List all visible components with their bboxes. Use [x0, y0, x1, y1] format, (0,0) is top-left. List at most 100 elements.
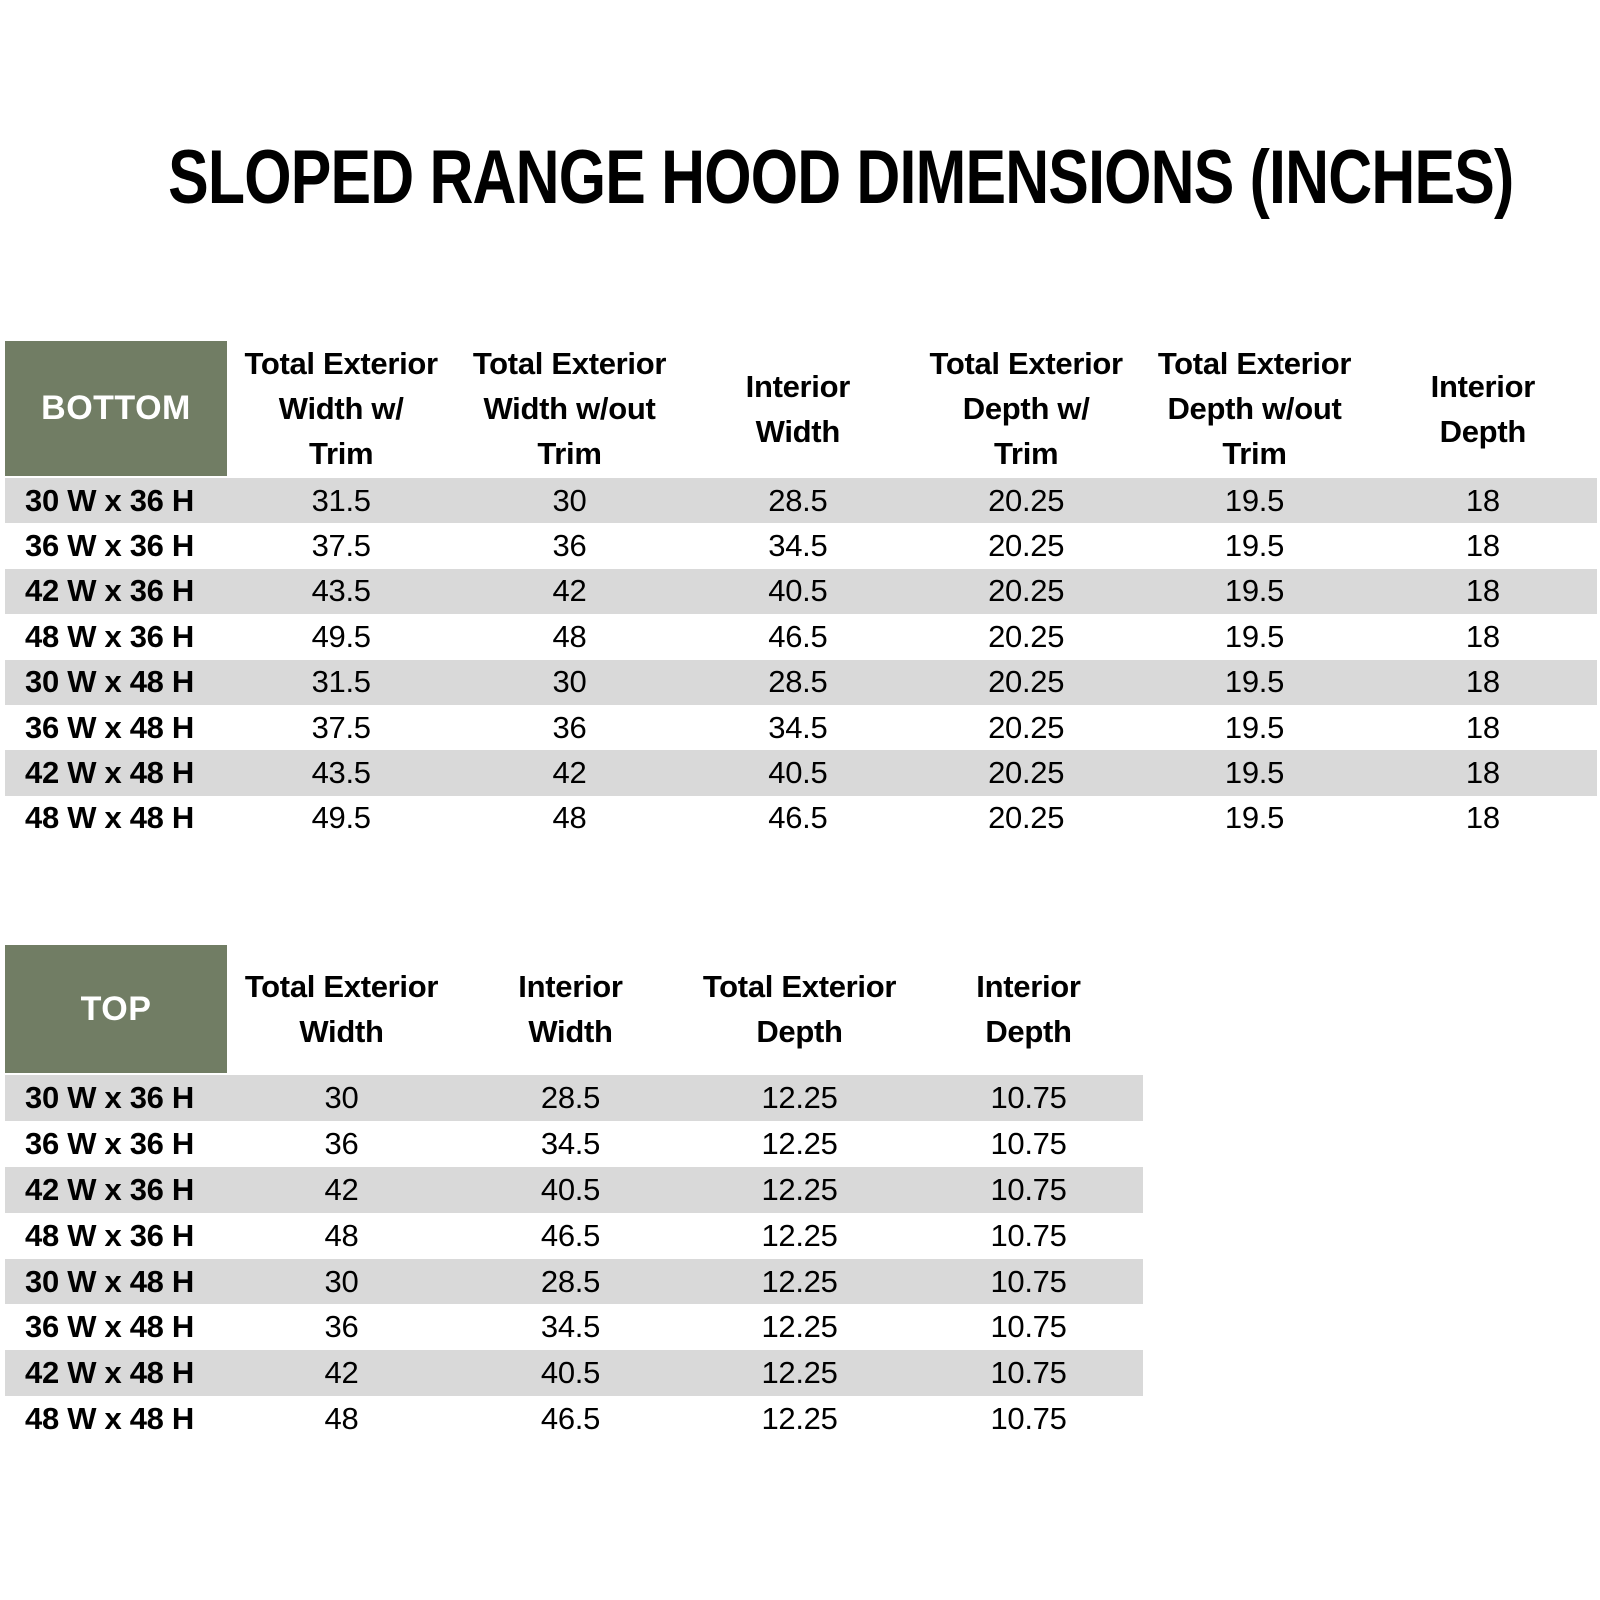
cell-value: 43.5: [311, 573, 371, 609]
row-label: 30 W x 48 H: [25, 1263, 195, 1299]
row-label: 36 W x 48 H: [25, 709, 195, 745]
cell-value: 36: [552, 528, 587, 564]
cell-value: 10.75: [990, 1355, 1067, 1391]
cell-value: 19.5: [1224, 755, 1285, 791]
cell-value: 19.5: [1224, 528, 1285, 564]
cell-value: 42: [324, 1171, 359, 1207]
cell-value: 37.5: [311, 709, 371, 745]
table-row: 48 W x 36 H 49.5 48 46.5 20.25 19.5 18: [5, 614, 1597, 659]
row-label: 30 W x 36 H: [25, 482, 195, 518]
page-title: SLOPED RANGE HOOD DIMENSIONS (INCHES): [168, 135, 1514, 220]
cell-value: 30: [552, 482, 587, 518]
cell-value: 49.5: [311, 800, 371, 836]
table-row: 30 W x 48 H 31.5 30 28.5 20.25 19.5 18: [5, 659, 1597, 705]
cell-value: 30: [324, 1263, 359, 1299]
bottom-table-corner-label: BOTTOM: [5, 341, 227, 476]
cell-value: 12.25: [761, 1401, 838, 1437]
cell-value: 19.5: [1224, 664, 1285, 700]
cell-value: 20.25: [988, 528, 1065, 564]
row-label: 36 W x 36 H: [25, 528, 195, 564]
table-row: 48 W x 36 H 48 46.5 12.25 10.75: [5, 1213, 1143, 1259]
row-label: 42 W x 36 H: [25, 1171, 195, 1207]
cell-value: 12.25: [761, 1079, 838, 1115]
row-label: 30 W x 48 H: [25, 664, 195, 700]
cell-value: 46.5: [768, 618, 828, 654]
cell-value: 19.5: [1224, 482, 1285, 518]
cell-value: 40.5: [540, 1171, 601, 1207]
cell-value: 40.5: [540, 1355, 601, 1391]
table-row: 42 W x 36 H 42 40.5 12.25 10.75: [5, 1166, 1143, 1213]
column-header: Interior Width: [745, 368, 851, 449]
cell-value: 10.75: [990, 1263, 1067, 1299]
cell-value: 36: [552, 709, 587, 745]
cell-value: 10.75: [990, 1217, 1067, 1253]
table-row: 36 W x 36 H 37.5 36 34.5 20.25 19.5 18: [5, 523, 1597, 568]
column-header: Interior Depth: [1430, 368, 1536, 449]
bottom-dimensions-table: BOTTOM Total Exterior Width w/ Trim Total …: [5, 341, 1597, 841]
column-header: Interior Depth: [976, 969, 1081, 1049]
cell-value: 46.5: [540, 1401, 601, 1437]
row-label: 36 W x 48 H: [25, 1309, 195, 1345]
cell-value: 20.25: [988, 482, 1065, 518]
column-header: Interior Width: [518, 969, 623, 1049]
row-label: 42 W x 36 H: [25, 573, 195, 609]
cell-value: 28.5: [540, 1263, 601, 1299]
table-row: 48 W x 48 H 48 46.5 12.25 10.75: [5, 1396, 1143, 1442]
table-row: 36 W x 48 H 37.5 36 34.5 20.25 19.5 18: [5, 705, 1597, 750]
cell-value: 43.5: [311, 755, 371, 791]
cell-value: 10.75: [990, 1401, 1067, 1437]
row-label: 36 W x 36 H: [25, 1125, 195, 1161]
top-table-body: 30 W x 36 H 30 28.5 12.25 10.75 36 W x 36 H 36…: [5, 1075, 1143, 1442]
column-header: Total Exterior Depth w/out Trim: [1157, 346, 1352, 471]
cell-value: 36: [324, 1309, 359, 1345]
column-header: Total Exterior Width w/out Trim: [472, 346, 667, 471]
cell-value: 12.25: [761, 1309, 838, 1345]
column-header: Total Exterior Depth: [702, 969, 897, 1049]
cell-value: 48: [552, 618, 587, 654]
top-dimensions-table: TOP Total Exterior Width Interior Width Tot…: [5, 945, 1143, 1442]
table-row: 36 W x 36 H 36 34.5 12.25 10.75: [5, 1121, 1143, 1167]
cell-value: 18: [1465, 528, 1500, 564]
cell-value: 31.5: [311, 482, 371, 518]
cell-value: 48: [324, 1401, 359, 1437]
row-label: 42 W x 48 H: [25, 1355, 195, 1391]
row-label: 30 W x 36 H: [25, 1079, 195, 1115]
cell-value: 31.5: [311, 664, 371, 700]
table-row: 42 W x 36 H 43.5 42 40.5 20.25 19.5 18: [5, 568, 1597, 615]
cell-value: 46.5: [768, 800, 828, 836]
cell-value: 49.5: [311, 618, 371, 654]
cell-value: 10.75: [990, 1079, 1067, 1115]
bottom-table-body: 30 W x 36 H 31.5 30 28.5 20.25 19.5 18 36 W x 3…: [5, 478, 1597, 841]
table-row: 42 W x 48 H 43.5 42 40.5 20.25 19.5 18: [5, 750, 1597, 796]
table-row: 42 W x 48 H 42 40.5 12.25 10.75: [5, 1350, 1143, 1397]
row-label: 48 W x 36 H: [25, 1217, 195, 1253]
column-header: Total Exterior Width: [244, 969, 439, 1049]
top-table-header-row: TOP Total Exterior Width Interior Width Tot…: [5, 945, 1143, 1073]
cell-value: 12.25: [761, 1263, 838, 1299]
table-row: 30 W x 36 H 31.5 30 28.5 20.25 19.5 18: [5, 478, 1597, 524]
cell-value: 40.5: [768, 573, 828, 609]
row-label: 48 W x 36 H: [25, 618, 195, 654]
cell-value: 19.5: [1224, 709, 1285, 745]
cell-value: 19.5: [1224, 618, 1285, 654]
cell-value: 18: [1465, 709, 1500, 745]
column-header: Total Exterior Width w/ Trim: [244, 346, 439, 471]
cell-value: 34.5: [768, 528, 828, 564]
cell-value: 19.5: [1224, 573, 1285, 609]
cell-value: 30: [324, 1079, 359, 1115]
cell-value: 18: [1465, 800, 1500, 836]
cell-value: 40.5: [768, 755, 828, 791]
cell-value: 48: [324, 1217, 359, 1253]
cell-value: 20.25: [988, 800, 1065, 836]
row-label: 42 W x 48 H: [25, 755, 195, 791]
cell-value: 28.5: [768, 482, 828, 518]
table-row: 30 W x 36 H 30 28.5 12.25 10.75: [5, 1075, 1143, 1121]
cell-value: 12.25: [761, 1355, 838, 1391]
cell-value: 10.75: [990, 1125, 1067, 1161]
cell-value: 46.5: [540, 1217, 601, 1253]
cell-value: 42: [552, 755, 587, 791]
cell-value: 42: [324, 1355, 359, 1391]
cell-value: 30: [552, 664, 587, 700]
cell-value: 20.25: [988, 618, 1065, 654]
cell-value: 48: [552, 800, 587, 836]
